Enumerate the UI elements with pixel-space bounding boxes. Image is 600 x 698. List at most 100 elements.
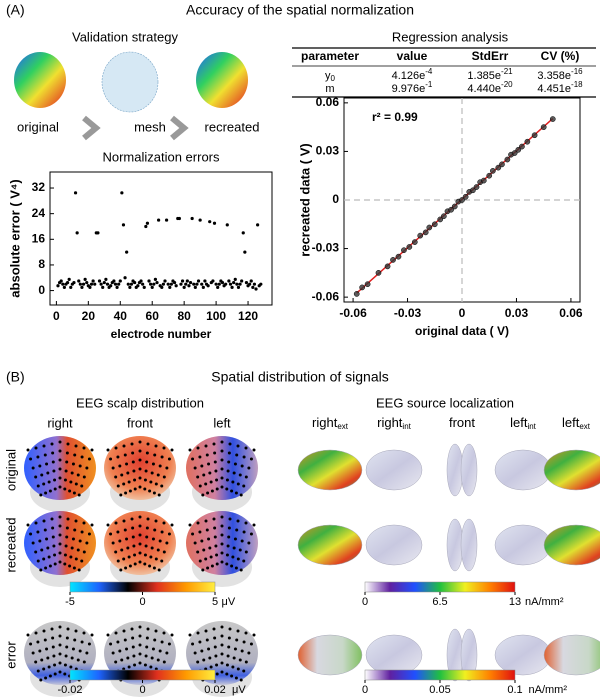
electrode xyxy=(45,647,49,651)
electrode xyxy=(198,484,202,488)
electrode xyxy=(145,451,149,455)
chart-title: Normalization errors xyxy=(102,149,220,164)
point xyxy=(364,281,371,288)
electrode xyxy=(228,517,232,521)
x-tick-label: 120 xyxy=(238,309,258,323)
electrode xyxy=(225,663,229,667)
point xyxy=(96,231,100,235)
electrode xyxy=(235,528,239,532)
electrode xyxy=(154,557,158,561)
electrode xyxy=(58,625,62,629)
rich-text: rightint xyxy=(377,415,412,431)
subscript: 0 xyxy=(331,74,336,83)
point xyxy=(120,191,124,195)
electrode xyxy=(65,535,69,539)
electrode xyxy=(227,451,231,455)
electrode xyxy=(138,440,142,444)
electrode xyxy=(74,557,78,561)
electrode xyxy=(240,539,244,543)
electrode xyxy=(40,548,44,552)
electrode xyxy=(231,480,235,484)
point xyxy=(75,231,79,235)
electrode xyxy=(214,544,218,548)
electrode xyxy=(114,475,118,479)
point xyxy=(459,197,465,203)
electrode xyxy=(201,493,205,497)
electrode xyxy=(238,548,242,552)
electrode xyxy=(58,661,62,665)
electrode xyxy=(227,460,231,464)
electrode xyxy=(118,464,122,468)
electrode xyxy=(215,553,219,557)
electrode xyxy=(72,491,76,495)
electrode xyxy=(213,645,217,649)
point xyxy=(193,285,197,289)
electrode xyxy=(146,442,150,446)
electrode xyxy=(170,633,174,637)
column-label: front xyxy=(127,415,153,430)
electrode xyxy=(226,654,230,658)
electrode xyxy=(66,627,70,631)
electrode xyxy=(236,444,240,448)
electrode xyxy=(208,546,212,550)
electrode xyxy=(120,473,124,477)
electrode xyxy=(90,633,94,637)
electrode xyxy=(58,440,62,444)
brain xyxy=(460,443,478,497)
electrode xyxy=(210,489,214,493)
electrode xyxy=(162,660,166,664)
point xyxy=(375,270,382,276)
brain xyxy=(365,524,423,566)
electrode xyxy=(48,489,52,493)
electrode xyxy=(152,491,156,495)
electrode xyxy=(47,480,51,484)
point xyxy=(147,279,151,283)
electrode xyxy=(200,649,204,653)
point xyxy=(129,282,134,286)
electrode xyxy=(53,562,57,566)
electrode xyxy=(47,555,51,559)
electrode xyxy=(220,652,224,656)
electrode xyxy=(36,669,40,673)
point xyxy=(118,279,122,283)
electrode xyxy=(209,480,213,484)
electrode xyxy=(58,643,62,647)
electrode xyxy=(34,521,38,525)
electrode xyxy=(160,559,164,563)
colorbar xyxy=(364,669,516,681)
electrode xyxy=(144,469,148,473)
point xyxy=(83,277,87,281)
y-tick-label: 0 xyxy=(38,283,45,297)
point xyxy=(230,285,234,289)
electrode xyxy=(65,451,69,455)
electrode xyxy=(34,475,38,479)
point xyxy=(128,285,132,289)
electrode xyxy=(114,550,118,554)
text-part: 4.440e xyxy=(467,83,501,95)
electrode xyxy=(244,521,248,525)
electrode xyxy=(145,645,149,649)
point xyxy=(104,277,108,281)
electrode xyxy=(53,663,57,667)
point xyxy=(251,285,255,289)
electrode xyxy=(48,674,52,678)
point xyxy=(78,282,82,286)
electrode xyxy=(29,532,33,536)
point xyxy=(417,232,424,239)
point xyxy=(149,282,153,286)
electrode xyxy=(148,489,152,493)
point xyxy=(85,280,89,285)
electrode xyxy=(124,491,128,495)
electrode xyxy=(116,559,120,563)
text-part: 4.451e xyxy=(537,83,571,95)
electrode xyxy=(191,532,195,536)
point xyxy=(217,282,221,286)
electrode xyxy=(39,678,43,682)
point xyxy=(524,138,531,145)
electrode xyxy=(233,462,237,466)
electrode xyxy=(232,546,236,550)
electrode xyxy=(239,568,243,572)
electrode xyxy=(207,462,211,466)
electrode xyxy=(220,524,224,528)
